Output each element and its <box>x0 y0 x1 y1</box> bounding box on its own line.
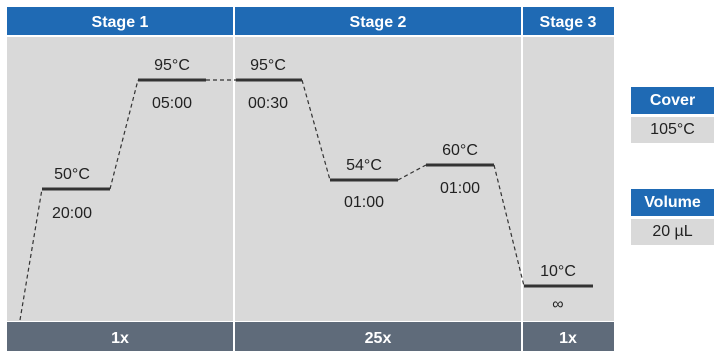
ramp-3-4 <box>301 79 331 181</box>
stage-2-cycles: 25x <box>365 330 392 347</box>
step-3-time: 00:30 <box>248 95 288 112</box>
step-4-time: 01:00 <box>344 194 384 211</box>
step-6-temp: 10°C <box>540 263 576 280</box>
cover-box: Cover 105°C <box>631 87 714 143</box>
stage-2-header <box>235 7 521 35</box>
stage-2-footer <box>235 322 521 351</box>
ramp-start <box>19 188 43 321</box>
step-5-temp: 60°C <box>442 142 478 159</box>
stage-3-cycles: 1x <box>559 330 577 347</box>
stage-3-header <box>523 7 614 35</box>
stage-1-title: Stage 1 <box>92 14 149 31</box>
stage-3-panel <box>523 37 614 321</box>
stage-1-footer <box>7 322 233 351</box>
stage-3-footer <box>523 322 614 351</box>
step-5-time: 01:00 <box>440 180 480 197</box>
volume-box: Volume 20 µL <box>631 189 714 245</box>
step-6-time: ∞ <box>552 296 563 313</box>
ramp-4-5 <box>397 164 427 181</box>
step-4-temp: 54°C <box>346 157 382 174</box>
stage-3-title: Stage 3 <box>540 14 597 31</box>
step-2-temp: 95°C <box>154 57 190 74</box>
stage-1-panel <box>7 37 233 321</box>
step-1-time: 20:00 <box>52 205 92 222</box>
step-2-time: 05:00 <box>152 95 192 112</box>
cover-label: Cover <box>631 87 714 114</box>
volume-value: 20 µL <box>631 219 714 245</box>
step-1-temp: 50°C <box>54 166 90 183</box>
stage-1-cycles: 1x <box>111 330 129 347</box>
cover-value: 105°C <box>631 117 714 143</box>
stage-2-title: Stage 2 <box>350 14 407 31</box>
ramp-1-2 <box>109 79 139 190</box>
step-3-temp: 95°C <box>250 57 286 74</box>
volume-label: Volume <box>631 189 714 216</box>
stage-1-header <box>7 7 233 35</box>
